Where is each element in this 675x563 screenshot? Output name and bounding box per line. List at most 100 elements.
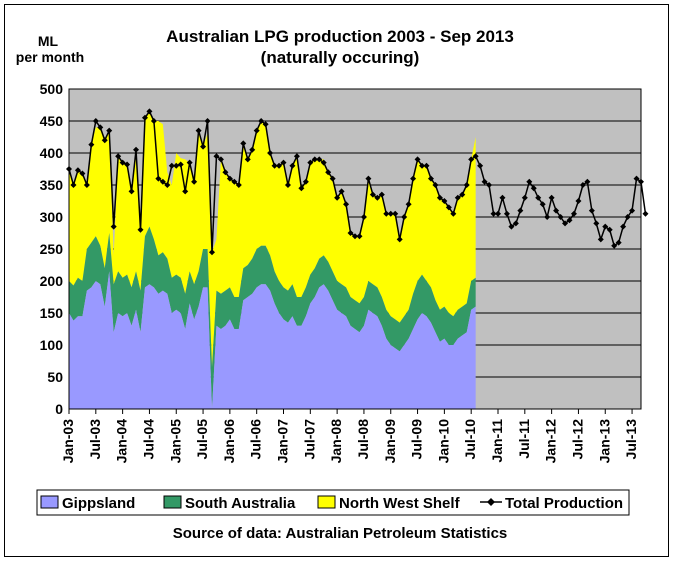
total-production-point bbox=[293, 153, 300, 160]
total-production-point bbox=[620, 223, 627, 230]
x-tick-label: Jul-11 bbox=[516, 419, 532, 459]
total-production-point bbox=[182, 188, 189, 195]
legend-label-total-production: Total Production bbox=[505, 495, 623, 512]
total-production-point bbox=[566, 217, 573, 224]
total-production-point bbox=[226, 175, 233, 182]
total-production-point bbox=[88, 141, 95, 148]
total-production-point bbox=[338, 188, 345, 195]
total-production-point bbox=[276, 162, 283, 169]
chart-title-line2: (naturally occuring) bbox=[261, 48, 420, 67]
total-production-point bbox=[267, 150, 274, 156]
total-production-point bbox=[387, 210, 394, 217]
total-production-point bbox=[101, 137, 108, 144]
total-production-point bbox=[454, 194, 461, 201]
total-production-point bbox=[499, 194, 506, 201]
total-production-point bbox=[217, 156, 224, 163]
y-tick-label: 0 bbox=[55, 401, 63, 417]
x-tick-label: Jan-06 bbox=[221, 419, 237, 464]
total-production-point bbox=[445, 204, 452, 211]
y-tick-label: 150 bbox=[40, 305, 64, 321]
total-production-point bbox=[432, 182, 439, 188]
total-production-point bbox=[347, 230, 354, 236]
total-production-point bbox=[481, 178, 488, 185]
total-production-point bbox=[392, 210, 399, 217]
total-production-point bbox=[472, 153, 479, 160]
total-production-point bbox=[629, 207, 636, 214]
total-production-point bbox=[115, 153, 122, 160]
y-tick-label: 450 bbox=[40, 113, 64, 129]
total-production-point bbox=[490, 210, 497, 217]
total-production-point bbox=[593, 220, 600, 227]
total-production-point bbox=[423, 162, 430, 169]
total-production-point bbox=[562, 220, 569, 227]
area-series-layer bbox=[69, 111, 476, 409]
total-production-point bbox=[374, 194, 381, 201]
total-production-point bbox=[383, 210, 390, 217]
total-production-point bbox=[557, 214, 564, 220]
x-tick-label: Jul-05 bbox=[194, 419, 210, 460]
total-production-point bbox=[544, 214, 551, 220]
total-production-point bbox=[365, 175, 372, 182]
total-production-point bbox=[486, 182, 493, 188]
x-tick-label: Jul-12 bbox=[569, 419, 585, 460]
total-production-point bbox=[584, 178, 591, 185]
total-production-point bbox=[414, 156, 421, 163]
legend-label-south-australia: South Australia bbox=[185, 495, 296, 512]
total-production-point bbox=[579, 182, 586, 188]
total-production-point bbox=[235, 182, 242, 188]
x-tick-label: Jan-11 bbox=[489, 419, 505, 463]
area-north-west-shelf bbox=[69, 111, 476, 368]
total-production-point bbox=[352, 233, 358, 240]
total-production-point bbox=[508, 223, 515, 230]
total-production-point bbox=[410, 175, 417, 182]
total-production-point bbox=[419, 162, 426, 169]
x-tick-label: Jan-03 bbox=[60, 419, 76, 464]
x-tick-label: Jul-06 bbox=[248, 419, 264, 460]
total-production-point bbox=[173, 162, 180, 169]
total-production-point bbox=[195, 127, 202, 134]
total-production-point bbox=[624, 214, 631, 220]
total-production-point bbox=[186, 159, 193, 166]
total-production-point bbox=[535, 194, 542, 201]
x-tick-label: Jan-09 bbox=[382, 419, 398, 464]
total-production-point bbox=[521, 194, 528, 201]
total-production-point bbox=[124, 161, 131, 168]
total-production-point bbox=[401, 214, 408, 220]
legend-swatch-south-australia bbox=[163, 495, 182, 509]
total-production-point bbox=[517, 207, 524, 214]
x-tick-label: Jan-04 bbox=[114, 419, 130, 464]
total-production-point bbox=[119, 159, 126, 166]
x-tick-label: Jul-03 bbox=[87, 419, 103, 460]
total-production-point bbox=[553, 207, 560, 214]
total-production-point bbox=[222, 169, 229, 176]
total-production-point bbox=[249, 146, 256, 153]
x-tick-label: Jul-09 bbox=[409, 419, 425, 460]
total-production-point bbox=[334, 194, 341, 201]
total-production-point bbox=[159, 178, 166, 185]
plot-border bbox=[68, 88, 642, 410]
total-production-point bbox=[97, 124, 104, 131]
total-production-point bbox=[70, 182, 77, 188]
x-tick-label: Jul-10 bbox=[462, 419, 478, 460]
total-production-point bbox=[405, 201, 412, 208]
total-production-point bbox=[539, 201, 546, 208]
legend-label-gippsland: Gippsland bbox=[62, 495, 135, 512]
y-tick-label: 350 bbox=[40, 177, 64, 193]
total-production-point bbox=[468, 156, 475, 163]
total-production-point bbox=[633, 175, 640, 182]
total-production-point bbox=[164, 182, 171, 188]
total-production-point bbox=[146, 108, 153, 115]
total-production-point bbox=[512, 220, 519, 227]
total-production-point bbox=[477, 162, 484, 169]
total-production-point bbox=[459, 191, 466, 198]
total-production-point bbox=[280, 159, 287, 166]
total-production-point bbox=[615, 239, 622, 246]
total-production-point bbox=[369, 191, 376, 198]
total-production-point bbox=[526, 178, 533, 185]
total-production-point bbox=[141, 114, 148, 121]
x-tick-label: Jul-04 bbox=[140, 419, 156, 460]
axes bbox=[68, 88, 642, 414]
total-production-point bbox=[253, 127, 260, 134]
y-tick-label: 200 bbox=[40, 273, 64, 289]
